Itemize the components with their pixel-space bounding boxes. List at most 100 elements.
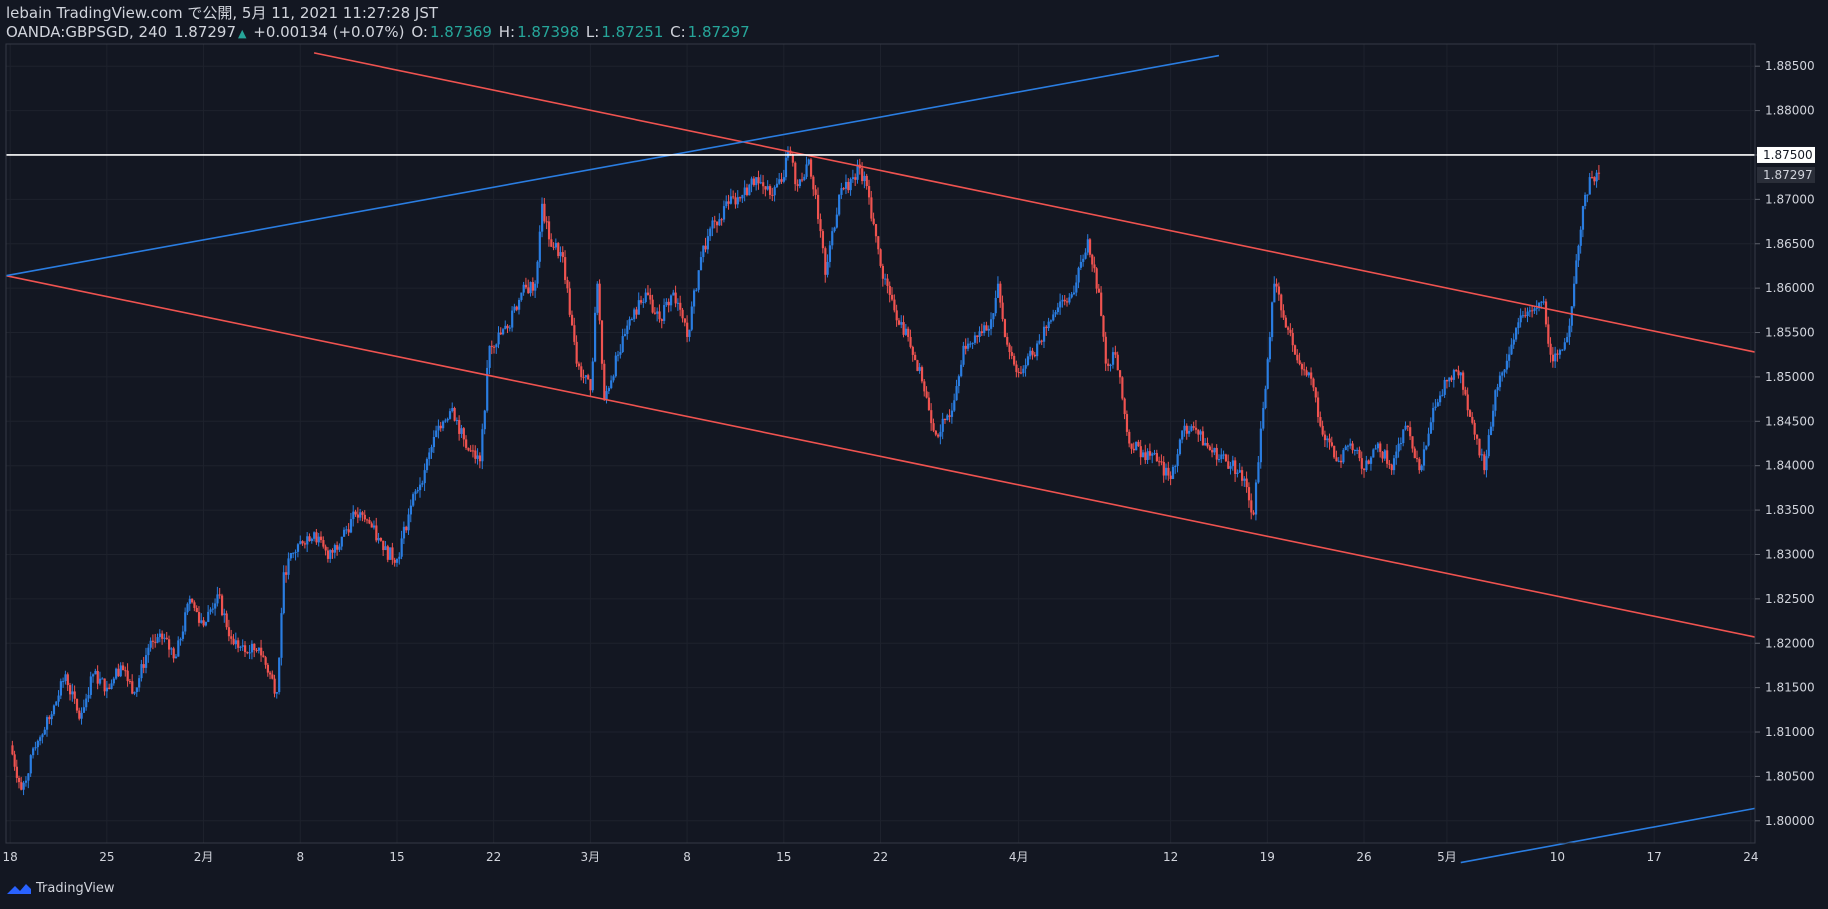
candle: [207, 605, 210, 623]
upper-channel-line[interactable]: [313, 52, 1756, 353]
candle: [193, 600, 196, 612]
candle: [36, 739, 39, 756]
low-value: 1.87251: [601, 23, 664, 41]
candle: [1340, 454, 1343, 468]
candle: [920, 365, 924, 384]
candle: [483, 409, 486, 435]
candle: [1047, 317, 1050, 332]
candle: [1358, 446, 1361, 462]
candle: [241, 639, 244, 651]
candle: [331, 548, 334, 559]
price-tick-label: 1.80000: [1765, 814, 1815, 828]
candle: [1220, 448, 1223, 463]
candle: [439, 421, 442, 432]
candle: [289, 552, 292, 561]
rising-line-top[interactable]: [5, 54, 1220, 277]
candle: [186, 602, 189, 616]
time-tick-label: 18: [3, 850, 18, 864]
candle: [1100, 286, 1103, 317]
candle: [1238, 463, 1241, 473]
candle: [1019, 366, 1023, 375]
candle: [782, 169, 785, 184]
symbol-label[interactable]: OANDA:GBPSGD, 240: [6, 23, 168, 41]
rising-line-bottom[interactable]: [1460, 807, 1756, 864]
candle: [1280, 293, 1283, 318]
candle: [319, 531, 323, 543]
candle: [296, 543, 300, 558]
candle: [1478, 438, 1481, 458]
time-axis[interactable]: 18 25 2月 8 15 22 3月 8 15 22 4月 12 19 26 5月 10 17 24: [3, 850, 1759, 864]
candle: [580, 362, 583, 381]
candle: [966, 337, 970, 352]
candle: [32, 746, 35, 759]
candle: [1038, 334, 1041, 345]
candle: [292, 552, 295, 559]
candle: [1137, 439, 1140, 447]
candle: [239, 645, 242, 651]
candle: [1549, 337, 1552, 363]
candle: [1194, 420, 1198, 434]
candle: [692, 288, 696, 314]
candle: [674, 285, 677, 308]
candle: [633, 307, 636, 323]
candle: [1397, 437, 1400, 458]
candle: [333, 543, 337, 559]
candle: [1300, 362, 1304, 376]
candle: [1501, 371, 1504, 382]
candle: [1135, 441, 1138, 451]
candle: [504, 320, 507, 330]
candle: [759, 174, 762, 185]
candle: [930, 403, 933, 431]
candle: [1111, 347, 1115, 369]
candle: [1588, 172, 1591, 195]
price-tick-label: 1.82500: [1765, 592, 1815, 606]
candle: [322, 536, 325, 549]
candle: [1171, 464, 1175, 480]
low-label: L:: [585, 23, 600, 41]
time-tick-label: 5月: [1437, 850, 1457, 864]
candle: [1376, 441, 1380, 453]
candle: [877, 235, 880, 255]
candle: [665, 298, 668, 307]
candle: [955, 379, 958, 401]
candle: [1036, 340, 1039, 361]
candle: [1595, 169, 1598, 188]
candle: [64, 670, 67, 685]
candle: [474, 445, 477, 464]
candle: [453, 406, 456, 422]
candle: [400, 530, 403, 560]
candle: [980, 323, 984, 337]
candle: [1443, 377, 1446, 398]
candle: [476, 448, 479, 465]
candle: [856, 159, 859, 184]
candle: [1079, 254, 1083, 271]
candle: [1351, 440, 1354, 454]
brand-label: TradingView: [36, 881, 115, 896]
candle: [85, 693, 88, 711]
candle: [52, 704, 56, 717]
candle: [1003, 318, 1007, 338]
candle: [1512, 333, 1515, 349]
price-tick-label: 1.86000: [1765, 281, 1815, 295]
candle: [628, 316, 631, 330]
candle: [184, 607, 187, 635]
candle: [1245, 471, 1248, 493]
candle: [1275, 278, 1278, 293]
lower-channel-line[interactable]: [5, 274, 1756, 638]
footer: TradingView: [6, 881, 115, 896]
candle: [225, 610, 228, 630]
candle: [904, 323, 908, 336]
candle: [105, 681, 109, 699]
candle: [336, 541, 339, 556]
candle: [469, 445, 472, 452]
candle: [543, 197, 546, 224]
candle: [538, 225, 541, 268]
candle: [1015, 360, 1018, 378]
candle: [1464, 386, 1467, 396]
candle: [957, 374, 960, 394]
candle: [996, 276, 1000, 298]
candle: [1392, 455, 1396, 475]
candle: [1367, 459, 1370, 465]
candle: [1045, 325, 1048, 336]
